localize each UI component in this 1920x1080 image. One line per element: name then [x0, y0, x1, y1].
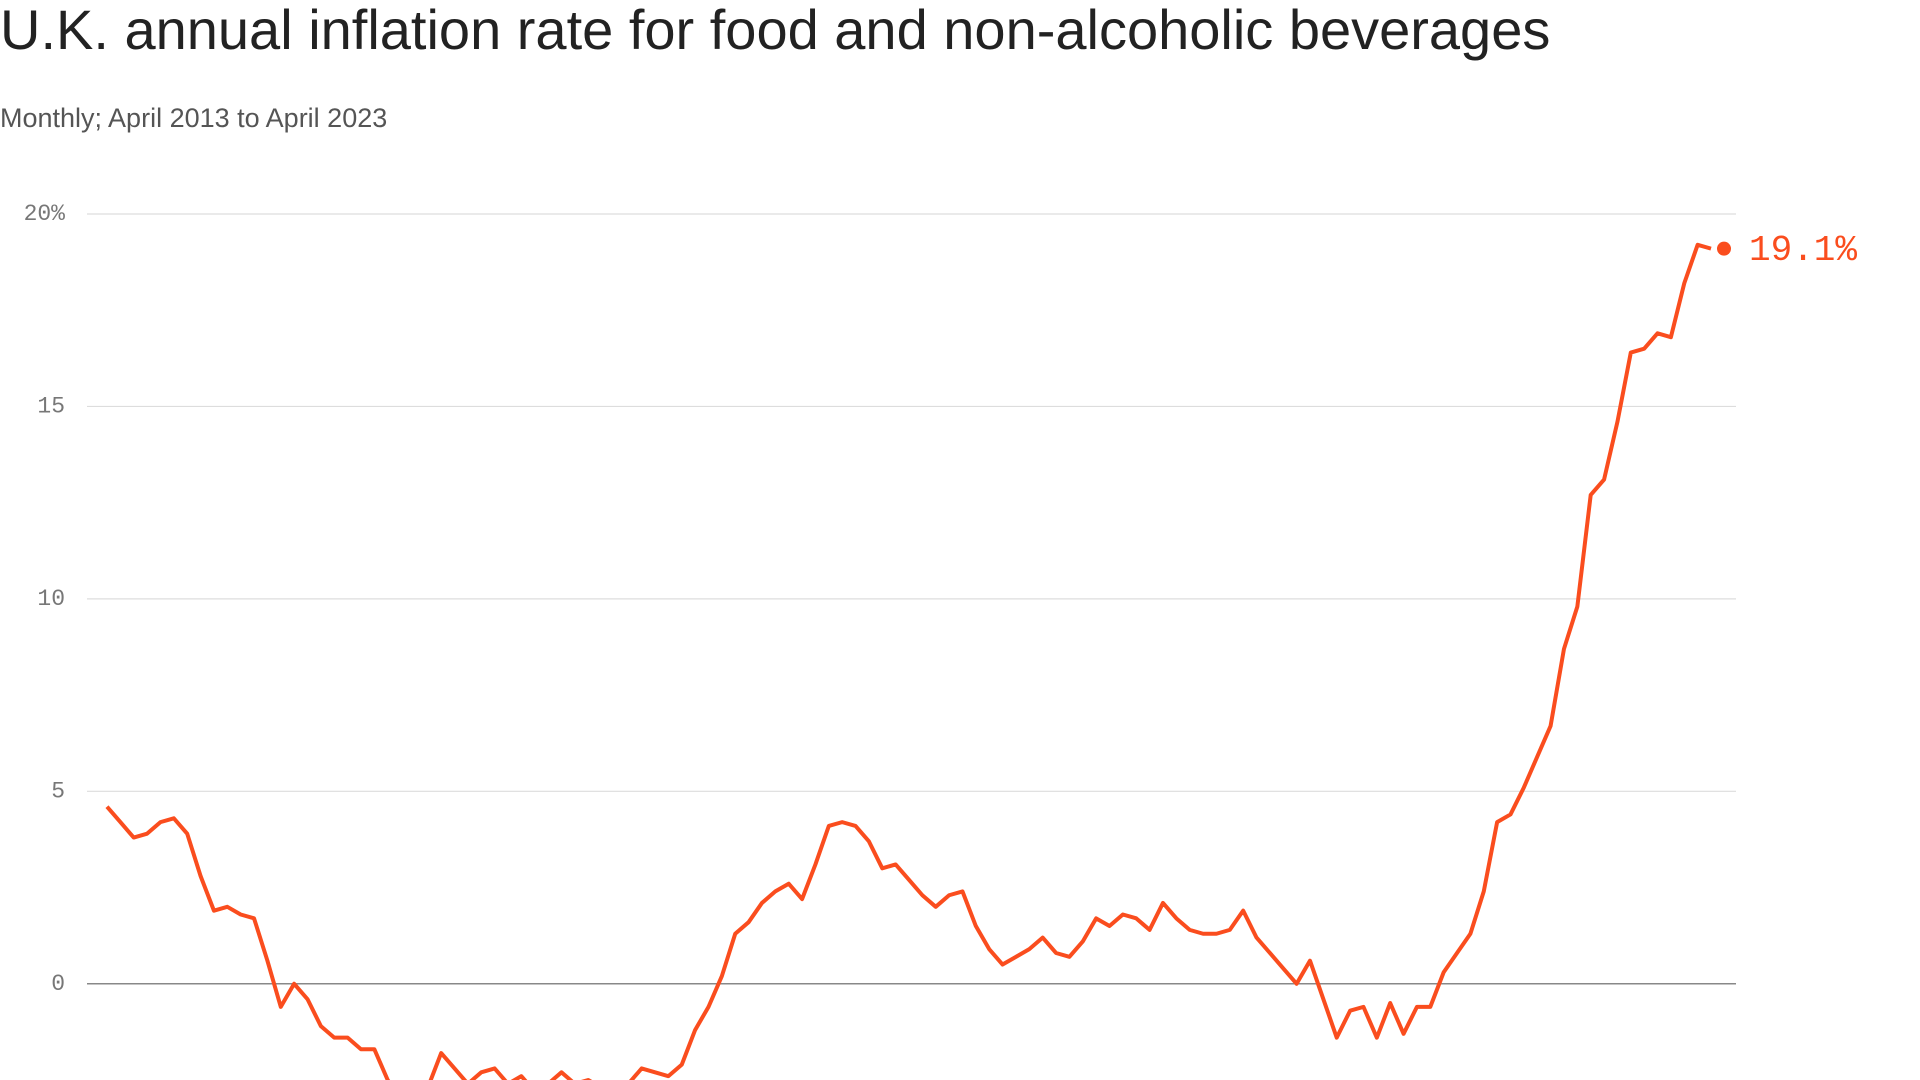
end-point	[1717, 241, 1731, 256]
end-label: 19.1%	[1749, 230, 1857, 271]
y-tick-label: 15	[37, 394, 65, 420]
line-series	[105, 242, 1712, 1080]
y-tick-label: 10	[37, 586, 65, 612]
chart-title: U.K. annual inflation rate for food and …	[0, 0, 1550, 61]
y-tick-label: 20%	[24, 201, 66, 227]
y-tick-label: 0	[51, 971, 65, 997]
y-tick-label: 5	[51, 778, 65, 804]
chart-subtitle: Monthly; April 2013 to April 2023	[0, 103, 387, 133]
